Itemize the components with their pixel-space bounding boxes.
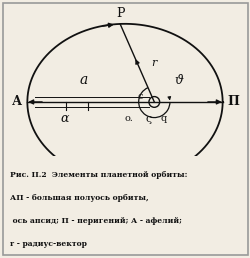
Text: r: r (151, 58, 156, 68)
Text: a: a (80, 74, 88, 87)
Text: P: P (116, 7, 124, 20)
Text: q: q (161, 114, 167, 123)
Text: П: П (228, 95, 239, 108)
Text: АП - большая полуось орбиты,: АП - большая полуось орбиты, (10, 194, 148, 202)
Text: o.: o. (124, 114, 133, 123)
Text: α: α (60, 112, 69, 125)
Text: ς: ς (145, 114, 152, 124)
Text: А: А (12, 95, 22, 108)
Text: ось апсид; П - перигений; А - афелий;: ось апсид; П - перигений; А - афелий; (10, 217, 182, 225)
Text: c: c (138, 92, 143, 101)
Text: Рис. II.2  Элементы планетной орбиты:: Рис. II.2 Элементы планетной орбиты: (10, 171, 188, 179)
Text: ϑ: ϑ (174, 74, 183, 87)
Text: r - радиус-вектор: r - радиус-вектор (10, 240, 87, 248)
